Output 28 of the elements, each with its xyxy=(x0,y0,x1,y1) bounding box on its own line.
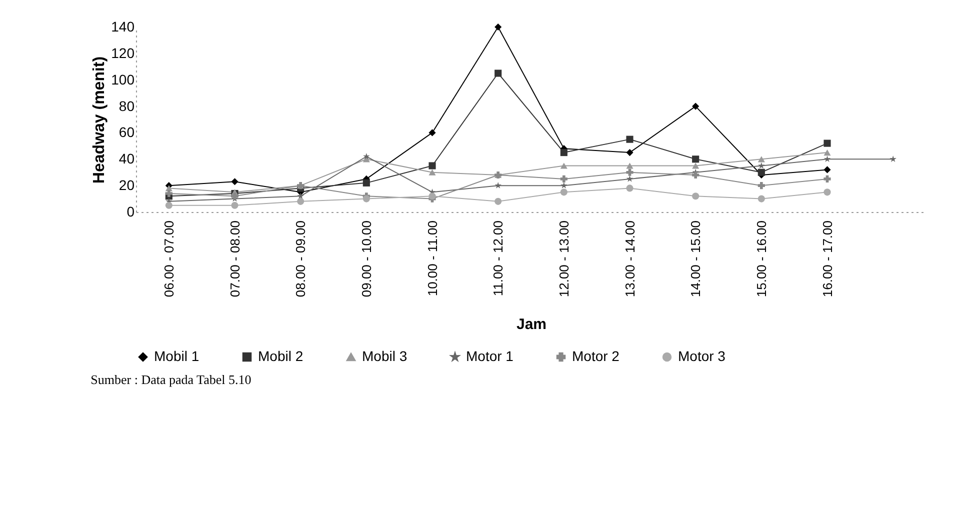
y-tick-label: 40 xyxy=(118,150,135,167)
legend-label: Motor 3 xyxy=(678,348,726,364)
y-tick-label: 20 xyxy=(118,177,135,194)
x-tick-label: 10.00 - 11.00 xyxy=(424,220,440,296)
y-tick-label: 120 xyxy=(111,44,135,61)
x-tick-label: 07.00 - 08.00 xyxy=(227,220,242,298)
legend-label: Motor 2 xyxy=(572,348,620,364)
y-tick-label: 80 xyxy=(118,98,135,114)
x-tick-label: 09.00 - 10.00 xyxy=(358,220,374,298)
y-tick-label: 100 xyxy=(111,71,135,88)
x-tick-label: 15.00 - 16.00 xyxy=(754,220,769,298)
x-axis-title: Jam xyxy=(516,316,547,334)
legend-label: Mobil 3 xyxy=(362,348,408,364)
text: Sumber : Data pada Tabel 5.10 xyxy=(90,372,252,387)
x-tick-label: 12.00 - 13.00 xyxy=(556,220,572,298)
x-tick-label: 11.00 - 12.00 xyxy=(490,220,506,296)
y-tick-label: 140 xyxy=(111,18,135,34)
legend-label: Mobil 2 xyxy=(258,348,304,364)
legend-label: Motor 1 xyxy=(466,348,514,364)
x-tick-label: 16.00 - 17.00 xyxy=(820,220,835,298)
y-tick-label: 60 xyxy=(118,124,135,140)
x-tick-label: 06.00 - 07.00 xyxy=(161,220,176,298)
x-tick-label: 13.00 - 14.00 xyxy=(622,220,638,298)
y-axis-title: Headway (menit) xyxy=(91,56,108,184)
x-tick-label: 14.00 - 15.00 xyxy=(688,220,704,298)
x-tick-label: 08.00 - 09.00 xyxy=(293,220,308,298)
y-tick-label: 0 xyxy=(126,204,135,220)
legend-label: Mobil 1 xyxy=(154,348,200,364)
